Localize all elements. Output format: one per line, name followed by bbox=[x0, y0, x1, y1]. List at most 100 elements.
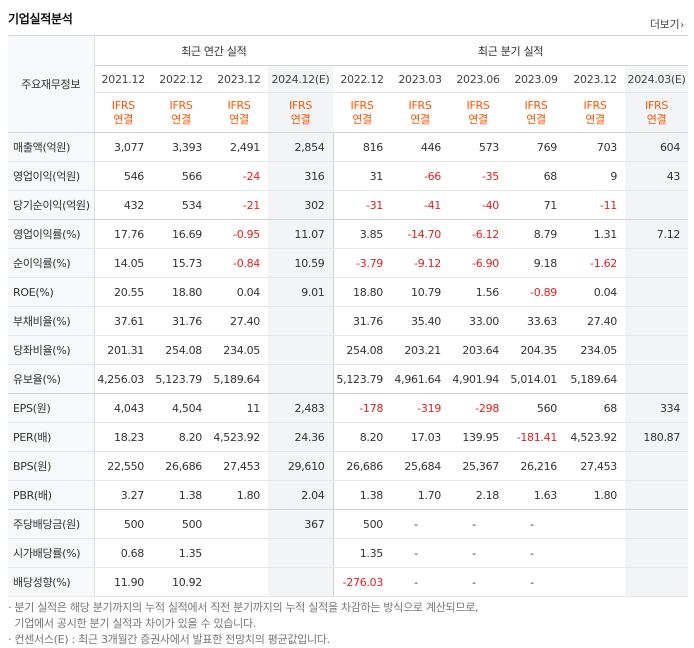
period-header: 2022.12 bbox=[333, 65, 392, 93]
table-cell: 1.35 bbox=[332, 538, 392, 568]
period-header-row: 2021.12 2022.12 2023.12 2024.12(E) 2022.12 20… bbox=[8, 65, 689, 93]
row-label: ROE(%) bbox=[8, 277, 95, 307]
table-row: 매출액(억원) 3,077 3,393 2,491 2,854 816 446 573 769 7… bbox=[8, 132, 689, 162]
table-cell: 27,453 bbox=[210, 451, 268, 481]
ifrs-label: IFRS bbox=[111, 98, 135, 112]
table-cell: 1.38 bbox=[332, 480, 392, 510]
consolidated-label: 연결 bbox=[410, 112, 430, 126]
table-row: 부채비율(%) 37.61 31.76 27.40 31.76 35.40 33.00 33.… bbox=[8, 306, 689, 336]
table-cell: -40 bbox=[449, 190, 508, 220]
table-cell bbox=[268, 364, 334, 394]
table-cell: 31 bbox=[332, 161, 392, 191]
table-cell: - bbox=[449, 538, 508, 568]
row-label: 유보율(%) bbox=[8, 364, 95, 394]
consolidated-label: 연결 bbox=[290, 112, 311, 126]
table-cell: 20.55 bbox=[94, 277, 152, 307]
table-cell: 43 bbox=[625, 161, 689, 191]
period-header: 2021.12 bbox=[94, 65, 152, 93]
table-row: 당좌비율(%) 201.31 254.08 234.05 254.08 203.21 203… bbox=[8, 335, 689, 365]
table-row: 영업이익률(%) 17.76 16.69 -0.95 11.07 3.85 -14.70 -6… bbox=[8, 219, 689, 249]
table-cell: 316 bbox=[268, 161, 334, 191]
quarterly-group-header: 최근 분기 실적 bbox=[333, 35, 689, 66]
table-cell: 203.64 bbox=[449, 335, 508, 365]
table-cell: 27.40 bbox=[565, 306, 626, 336]
table-cell: 9.18 bbox=[507, 248, 566, 278]
footnote-1: · 분기 실적은 해당 분기까지의 누적 실적에서 직전 분기까지의 누적 실적… bbox=[8, 601, 479, 614]
table-cell: 201.31 bbox=[94, 335, 152, 365]
table-cell bbox=[625, 364, 689, 394]
table-cell: 17.76 bbox=[94, 219, 152, 249]
table-cell: 25,684 bbox=[391, 451, 450, 481]
table-cell: 68 bbox=[507, 161, 566, 191]
table-cell: 27.40 bbox=[210, 306, 268, 336]
table-cell: 500 bbox=[152, 509, 210, 539]
table-row: EPS(원) 4,043 4,504 11 2,483 -178 -319 -298 560 68… bbox=[8, 393, 689, 423]
table-row: 시가배당률(%) 0.68 1.35 1.35- - - bbox=[8, 538, 689, 568]
consolidated-label: 연결 bbox=[585, 112, 605, 126]
table-cell bbox=[210, 538, 268, 568]
table-cell: -35 bbox=[449, 161, 508, 191]
table-cell: 367 bbox=[268, 509, 334, 539]
table-cell: 5,014.01 bbox=[507, 364, 566, 394]
table-cell: 14.05 bbox=[94, 248, 152, 278]
period-header: 2023.06 bbox=[449, 65, 508, 93]
table-cell: 254.08 bbox=[332, 335, 392, 365]
table-cell: 26,686 bbox=[332, 451, 392, 481]
table-cell: -181.41 bbox=[507, 422, 566, 452]
chevron-right-icon: › bbox=[680, 20, 684, 31]
table-cell bbox=[625, 509, 689, 539]
ifrs-label: IFRS bbox=[227, 98, 251, 112]
more-link[interactable]: 더보기› bbox=[650, 16, 684, 32]
table-cell bbox=[625, 538, 689, 568]
table-cell: 4,043 bbox=[94, 393, 152, 423]
table-cell: -6.12 bbox=[449, 219, 508, 249]
table-cell: -0.89 bbox=[507, 277, 566, 307]
group-header-row: 주요재무정보 최근 연간 실적 최근 분기 실적 bbox=[8, 35, 689, 133]
period-header: 2024.12(E) bbox=[268, 65, 334, 93]
table-cell: 24.36 bbox=[268, 422, 334, 452]
table-cell: - bbox=[449, 509, 508, 539]
consolidated-label: 연결 bbox=[171, 112, 191, 126]
table-cell: 11 bbox=[210, 393, 268, 423]
table-cell bbox=[625, 190, 689, 220]
row-label: 영업이익률(%) bbox=[8, 219, 95, 249]
table-cell: 4,961.64 bbox=[391, 364, 450, 394]
table-cell: 2,854 bbox=[268, 132, 334, 162]
table-cell: 71 bbox=[507, 190, 566, 220]
table-row: PER(배) 18.23 8.20 4,523.92 24.36 8.20 17.03 139… bbox=[8, 422, 689, 452]
table-cell: 573 bbox=[449, 132, 508, 162]
more-label[interactable]: 더보기 bbox=[649, 18, 680, 31]
table-cell: 4,901.94 bbox=[449, 364, 508, 394]
table-cell: - bbox=[507, 509, 566, 539]
ifrs-label: IFRS bbox=[289, 98, 312, 112]
table-cell: 1.63 bbox=[507, 480, 566, 510]
table-cell: 446 bbox=[391, 132, 450, 162]
table-cell: 3,393 bbox=[152, 132, 210, 162]
ifrs-label: IFRS bbox=[169, 98, 193, 112]
table-cell: 139.95 bbox=[449, 422, 508, 452]
table-cell: 11.07 bbox=[268, 219, 334, 249]
accounting-standard-header: IFRS 연결 bbox=[507, 92, 566, 133]
table-cell: 560 bbox=[507, 393, 566, 423]
table-cell bbox=[625, 567, 689, 597]
table-cell: 33.00 bbox=[449, 306, 508, 336]
table-cell: 18.23 bbox=[94, 422, 152, 452]
ifrs-label: IFRS bbox=[583, 98, 607, 112]
consolidated-label: 연결 bbox=[468, 112, 488, 126]
ifrs-label: IFRS bbox=[408, 98, 432, 112]
consolidated-label: 연결 bbox=[352, 112, 372, 126]
table-cell: 180.87 bbox=[625, 422, 689, 452]
table-row: ROE(%) 20.55 18.80 0.04 9.01 18.80 10.79 1.56 -0… bbox=[8, 277, 689, 307]
table-cell: 1.56 bbox=[449, 277, 508, 307]
table-cell: 816 bbox=[332, 132, 392, 162]
row-label: 부채비율(%) bbox=[8, 306, 95, 336]
period-header: 2024.03(E) bbox=[625, 65, 689, 93]
table-cell bbox=[268, 538, 334, 568]
row-label: 당기순이익(억원) bbox=[8, 190, 95, 220]
ifrs-label: IFRS bbox=[350, 98, 374, 112]
table-cell: 566 bbox=[152, 161, 210, 191]
table-cell: -66 bbox=[391, 161, 450, 191]
accounting-standard-header: IFRS 연결 bbox=[391, 92, 450, 133]
row-label: 시가배당률(%) bbox=[8, 538, 95, 568]
table-cell: 500 bbox=[332, 509, 392, 539]
